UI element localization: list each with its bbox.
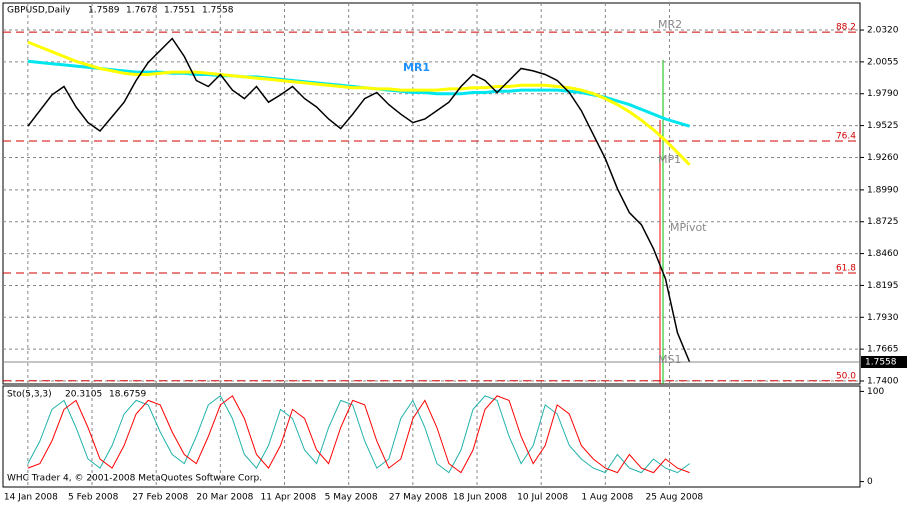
last-price-label: 1.7558: [865, 358, 897, 368]
series-line: [27, 37, 691, 363]
stoch-panel: [2, 385, 861, 488]
y-tick-label: 1.8725: [867, 217, 899, 227]
x-tick-label: 27 Feb 2008: [132, 493, 188, 503]
fib-label: 61.8: [836, 263, 856, 273]
y-tick-label: 100: [867, 387, 884, 397]
y-tick-label: 1.9260: [867, 153, 899, 163]
symbol: GBPUSD,Daily: [7, 6, 71, 16]
pivot-label: MPivot: [670, 221, 707, 234]
fib-label: 88.2: [836, 23, 856, 33]
x-tick-label: 20 Mar 2008: [196, 493, 253, 503]
y-tick-label: 1.7930: [867, 313, 899, 323]
fib-label: 50.0: [836, 371, 856, 381]
fib-label: 76.4: [836, 131, 856, 141]
pivot-label: MS1: [658, 353, 681, 366]
ohlc-value: 1.7589: [88, 6, 120, 16]
ohlc-value: 1.7551: [164, 6, 196, 16]
last-price-box: [861, 356, 907, 369]
indicator-reading: 20.3105: [65, 390, 102, 400]
x-tick-label: 25 Aug 2008: [646, 493, 704, 503]
pivot-label: MR2: [658, 18, 682, 31]
y-tick-label: 1.8990: [867, 185, 899, 195]
x-tick-label: 11 Apr 2008: [261, 493, 317, 503]
x-tick-label: 18 Jun 2008: [453, 493, 507, 503]
pivot-label: MP1: [658, 153, 681, 166]
y-tick-label: 1.8195: [867, 281, 899, 291]
ohlc-value: 1.7678: [126, 6, 158, 16]
indicator-reading: 18.6759: [109, 390, 146, 400]
x-tick-label: 1 Aug 2008: [581, 493, 633, 503]
pivot-label: MR1: [403, 61, 430, 74]
y-tick-label: 0: [867, 477, 873, 487]
y-tick-label: 1.9790: [867, 89, 899, 99]
x-tick-label: 10 Jul 2008: [517, 493, 568, 503]
y-tick-label: 2.0055: [867, 57, 899, 67]
series-line: [27, 395, 690, 474]
series-line: [27, 395, 690, 474]
x-tick-label: 14 Jan 2008: [4, 493, 58, 503]
y-tick-label: 1.7400: [867, 376, 899, 386]
x-tick-label: 5 Feb 2008: [68, 493, 119, 503]
series-line: [27, 40, 691, 166]
price-panel: [2, 2, 861, 385]
x-tick-label: 27 May 2008: [389, 493, 448, 503]
footer: WHC Trader 4, © 2001-2008 MetaQuotes Sof…: [7, 474, 262, 484]
x-tick-label: 5 May 2008: [325, 493, 378, 503]
ohlc-value: 1.7558: [202, 6, 234, 16]
indicator-title: Sto(5,3,3): [7, 390, 52, 400]
y-tick-label: 1.8460: [867, 249, 899, 259]
y-tick-label: 1.9525: [867, 121, 899, 131]
y-tick-label: 1.7665: [867, 345, 899, 355]
y-tick-label: 2.0320: [867, 26, 899, 36]
